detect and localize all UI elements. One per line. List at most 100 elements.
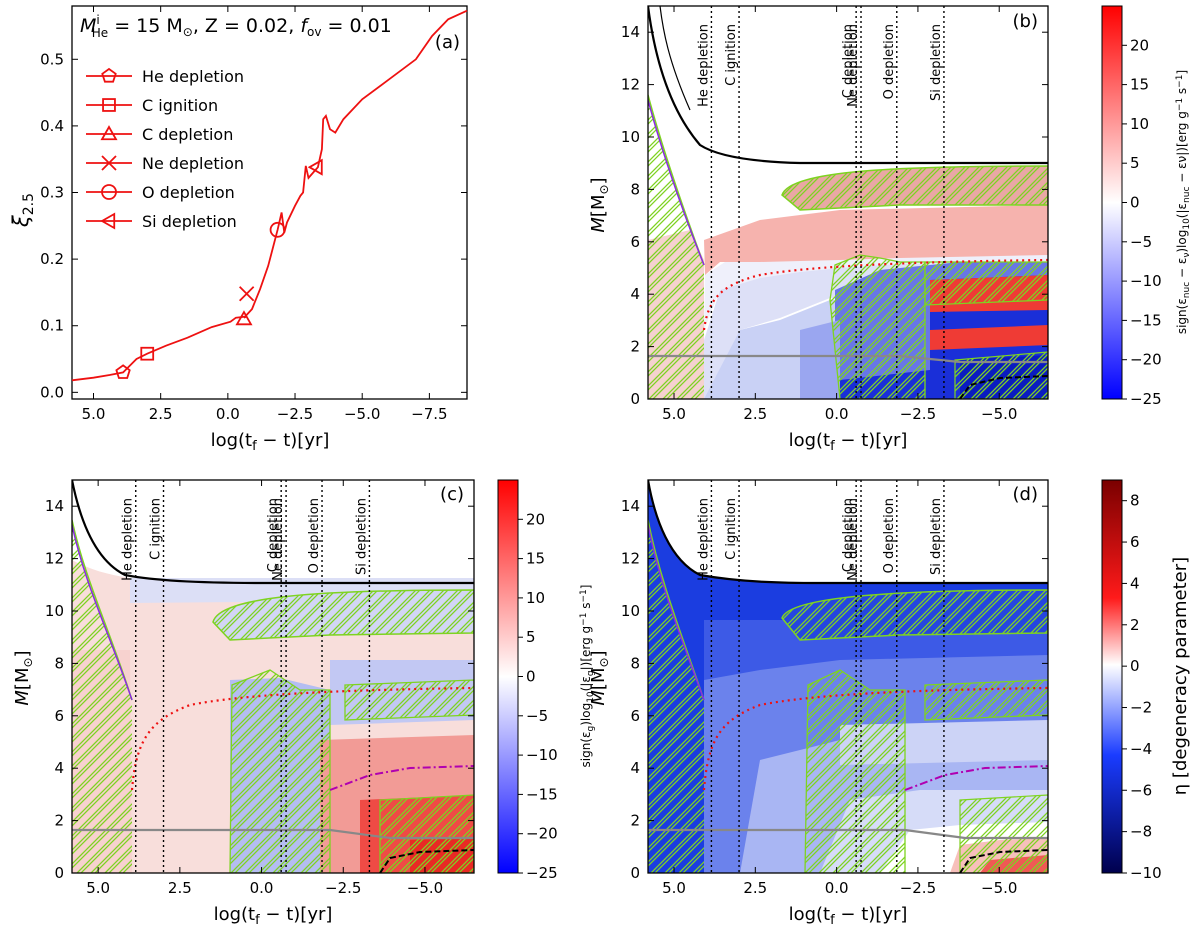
legend-marker	[101, 184, 117, 200]
x-tick-label: −2.5	[277, 405, 313, 423]
panel-b-frame	[647, 5, 1049, 400]
x-tick-label: 5.0	[82, 405, 106, 423]
y-tick-label: 4	[630, 285, 640, 303]
y-tick-label: 12	[621, 550, 640, 568]
y-tick-label: 8	[630, 654, 640, 672]
y-tick-label: 4	[54, 759, 64, 777]
x-tick-label: 5.0	[662, 405, 686, 423]
x-tick-label: 0.0	[825, 405, 849, 423]
panel-a-frame	[71, 5, 468, 400]
colorbar-tick-label: −10	[1130, 272, 1162, 290]
panel-d-ylabel: M[M⊙]	[588, 650, 611, 705]
legend-marker	[101, 67, 117, 83]
y-tick-label: 0	[630, 864, 640, 882]
y-tick-label: 6	[54, 707, 64, 725]
panel-a-ylabel: ξ2.5	[9, 193, 37, 228]
y-tick-label: 2	[630, 812, 640, 830]
event-label: C depletion	[841, 24, 856, 98]
colorbar-tick-label: −5	[1130, 233, 1152, 251]
marker-si-depletion	[307, 158, 323, 176]
y-tick-label: 8	[54, 654, 64, 672]
event-label: C ignition	[149, 498, 164, 560]
event-label: C depletion	[266, 498, 281, 572]
panel-a: 5.0 2.5 0.0 −2.5 −5.0 −7.5 0.0 0.1 0.2 0.3 0.4 0.5…	[9, 5, 468, 454]
colorbar-tick-label: 5	[1130, 154, 1140, 172]
panel-a-label: (a)	[435, 32, 460, 53]
panel-a-xlabel: log(tf − t)[yr]	[211, 430, 330, 454]
y-tick-label: 12	[621, 76, 640, 94]
colorbar-tick-label: 20	[1130, 36, 1149, 54]
event-label: Ne depletion	[846, 24, 861, 107]
x-tick-label: −2.5	[325, 879, 361, 897]
colorbar-tick-label: 5	[526, 628, 536, 646]
panel-c-colorbar	[497, 479, 519, 874]
legend-label: Ne depletion	[142, 154, 244, 173]
colorbar-tick-label: 2	[1130, 616, 1140, 634]
x-tick-label: −2.5	[900, 879, 936, 897]
x-tick-label: −5.0	[981, 879, 1017, 897]
event-label: Ne depletion	[846, 498, 861, 581]
panel-d-label: (d)	[1013, 484, 1038, 505]
legend-label: C depletion	[142, 125, 233, 144]
y-tick-label: 6	[630, 233, 640, 251]
y-tick-label: 0	[54, 864, 64, 882]
legend-label: He depletion	[142, 67, 244, 86]
marker-c-depletion	[235, 310, 253, 326]
event-label: He depletion	[696, 24, 711, 107]
legend-marker	[100, 212, 116, 230]
x-tick-label: 0.0	[825, 879, 849, 897]
colorbar-tick-label: 0	[526, 668, 536, 686]
xi-curve	[71, 9, 468, 382]
legend-label: Si depletion	[142, 212, 237, 231]
y-tick-label: 2	[630, 338, 640, 356]
marker-o-depletion	[269, 221, 286, 238]
y-tick-label: 0.0	[40, 383, 64, 401]
colorbar-tick-label: 20	[526, 510, 545, 528]
legend-label: O depletion	[142, 183, 235, 202]
legend-label: C ignition	[142, 96, 218, 115]
marker-ne-depletion	[239, 286, 255, 302]
panel-b-colorbar	[1101, 5, 1123, 400]
x-tick-label: −5.0	[344, 405, 380, 423]
colorbar-tick-label: −2	[1130, 699, 1152, 717]
event-label: C ignition	[724, 24, 739, 86]
panel-c-xlabel: log(tf − t)[yr]	[214, 904, 333, 928]
panel-c-colorbar-label: sign(εg)log10(|εg|)[erg g−1 s−1]	[579, 585, 596, 768]
colorbar-tick-label: 10	[1130, 115, 1149, 133]
colorbar-tick-label: −10	[526, 746, 558, 764]
marker-he-depletion	[115, 364, 131, 379]
colorbar-tick-label: −10	[1130, 864, 1162, 882]
y-tick-label: 2	[54, 812, 64, 830]
event-label: He depletion	[121, 498, 136, 581]
event-label: Si depletion	[354, 498, 369, 575]
panel-b-colorbar-label: sign(εnuc − εν)log10(|εnuc − εν|)[erg g−…	[1175, 70, 1192, 334]
y-tick-label: 12	[45, 550, 64, 568]
event-label: He depletion	[696, 498, 711, 581]
x-tick-label: 5.0	[662, 879, 686, 897]
panel-b-label: (b)	[1013, 11, 1038, 32]
panel-d-colorbar	[1101, 479, 1123, 874]
colorbar-tick-label: 4	[1130, 574, 1140, 592]
colorbar-tick-label: −20	[526, 825, 558, 843]
colorbar-tick-label: 15	[1130, 76, 1149, 94]
event-label: Si depletion	[929, 24, 944, 101]
colorbar-tick-label: −15	[1130, 311, 1162, 329]
event-label: O depletion	[307, 498, 322, 573]
panel-b-xlabel: log(tf − t)[yr]	[789, 430, 908, 454]
panel-c-label: (c)	[440, 484, 464, 505]
legend-marker	[102, 98, 116, 112]
y-tick-label: 0.4	[40, 117, 64, 135]
x-tick-label: 5.0	[86, 879, 110, 897]
colorbar-tick-label: 15	[526, 550, 545, 568]
x-tick-label: 2.5	[743, 405, 767, 423]
y-tick-label: 0	[630, 390, 640, 408]
colorbar-tick-label: −25	[526, 864, 558, 882]
x-tick-label: −7.5	[411, 405, 447, 423]
y-tick-label: 10	[45, 602, 64, 620]
y-tick-label: 0.1	[40, 317, 64, 335]
x-tick-label: 2.5	[743, 879, 767, 897]
panel-c-frame	[71, 479, 475, 874]
